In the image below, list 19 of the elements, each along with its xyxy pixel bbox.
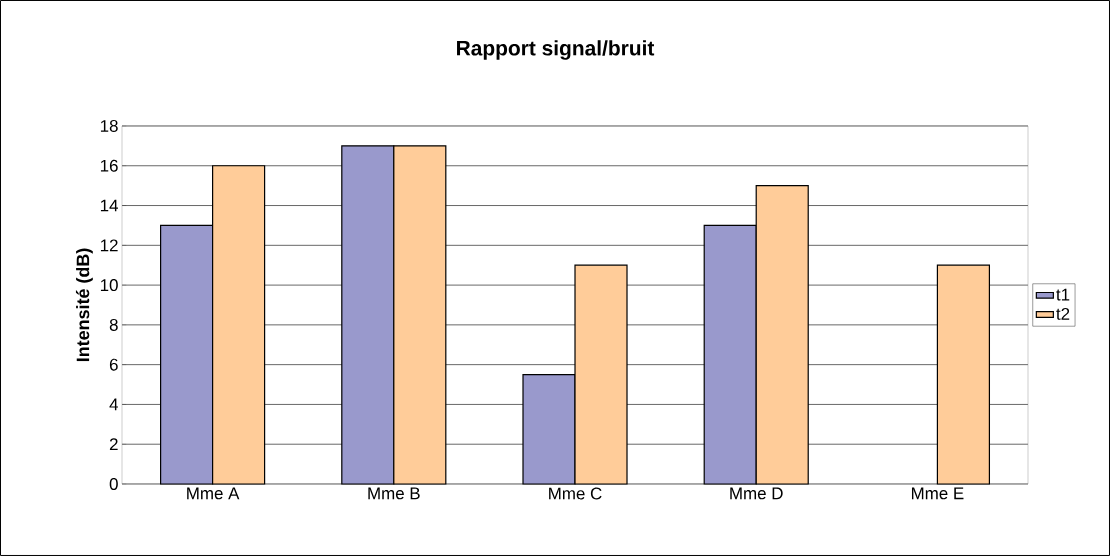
chart-title: Rapport signal/bruit [457,40,655,60]
y-tick-label: 4 [109,398,118,411]
x-tick-label: Mme E [911,487,964,500]
y-tick-label: 18 [100,119,118,132]
y-tick-label: 0 [109,477,118,490]
y-axis-title: Intensité (dB) [75,248,93,362]
y-tick-label: 8 [109,318,118,331]
y-tick-label: 10 [100,279,118,292]
x-tick-label: Mme C [549,487,602,500]
y-tick-label: 12 [100,239,118,252]
y-tick-label: 16 [100,159,118,172]
x-tick-label: Mme B [368,487,420,500]
legend-label: t2 [1056,307,1070,320]
x-tick-label: Mme A [187,487,240,500]
y-tick-label: 14 [100,199,118,212]
y-tick-label: 6 [109,358,118,371]
legend-label: t1 [1056,288,1070,301]
x-tick-label: Mme D [730,487,783,500]
y-tick-label: 2 [109,438,118,451]
